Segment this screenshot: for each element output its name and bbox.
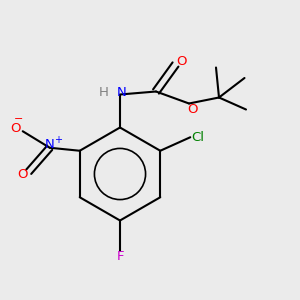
Text: F: F — [116, 250, 124, 263]
Text: H: H — [99, 85, 108, 99]
Text: +: + — [54, 135, 62, 145]
Text: O: O — [17, 168, 28, 181]
Text: Cl: Cl — [191, 131, 204, 144]
Text: O: O — [10, 122, 20, 135]
Text: O: O — [187, 103, 197, 116]
Text: −: − — [14, 114, 23, 124]
Text: N: N — [117, 85, 126, 99]
Text: N: N — [45, 138, 55, 151]
Text: O: O — [176, 55, 187, 68]
